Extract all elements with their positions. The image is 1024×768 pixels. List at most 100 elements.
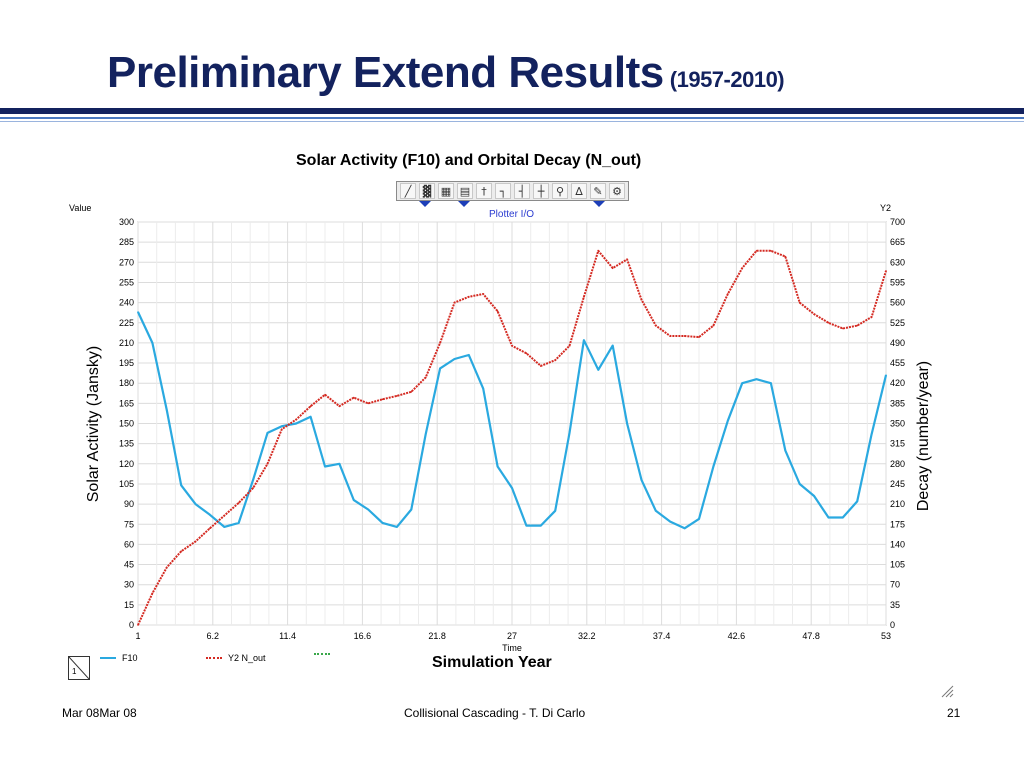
y2-tick-label: 350: [890, 419, 905, 429]
y-tick-label: 60: [124, 539, 134, 549]
data-point-f10: [597, 368, 600, 371]
data-point-f10: [669, 520, 672, 523]
trace-icon[interactable]: ╱: [400, 183, 416, 199]
y-tick-label: 255: [119, 277, 134, 287]
crosshair-icon[interactable]: ┼: [533, 183, 549, 199]
data-point-nout: [813, 313, 815, 315]
y2-tick-label: 525: [890, 318, 905, 328]
data-point-nout: [755, 249, 758, 252]
y-tick-label: 0: [129, 620, 134, 630]
y-tick-label: 225: [119, 318, 134, 328]
y-tick-label: 210: [119, 338, 134, 348]
data-point-nout: [180, 550, 182, 553]
axis-scale-icon[interactable]: ┤: [514, 183, 530, 199]
x-tick-label: 16.6: [354, 631, 372, 641]
data-point-f10: [741, 382, 743, 385]
data-point-f10: [137, 311, 139, 313]
y2-tick-label: 105: [890, 560, 905, 570]
data-point-nout: [726, 293, 729, 295]
chart-caption: Solar Activity (F10) and Orbital Decay (…: [296, 152, 642, 169]
legend-swatch-f10: [100, 657, 116, 659]
y-tick-label: 285: [119, 237, 134, 247]
y2-tick-label: 140: [890, 539, 905, 549]
toolbar-marker-icon: [593, 201, 605, 207]
data-point-f10: [482, 387, 485, 390]
data-point-f10: [381, 522, 384, 524]
data-point-f10: [813, 495, 815, 497]
table-icon[interactable]: ▤: [457, 183, 473, 199]
y-tick-label: 15: [124, 600, 134, 610]
data-point-f10: [827, 516, 830, 519]
data-point-f10: [683, 527, 686, 530]
pen-icon[interactable]: ✎: [590, 183, 606, 199]
autoscale-icon[interactable]: ∆: [571, 183, 587, 199]
slide-title-years: (1957-2010): [669, 67, 785, 92]
data-point-nout: [798, 301, 801, 304]
data-point-f10: [338, 463, 341, 465]
data-point-f10: [324, 465, 326, 468]
data-point-nout: [482, 293, 485, 295]
data-point-f10: [223, 526, 226, 528]
data-point-nout: [770, 249, 772, 252]
y2-tick-label: 700: [890, 217, 905, 227]
resize-grip-icon[interactable]: [940, 684, 954, 698]
data-point-nout: [496, 310, 499, 313]
data-point-nout: [439, 342, 441, 344]
slide-title: Preliminary Extend Results (1957-2010): [107, 48, 785, 98]
data-point-f10: [655, 510, 657, 512]
legend-item-f10: F10: [100, 653, 138, 663]
data-point-nout: [842, 327, 844, 330]
legend-item-nout: Y2 N_out: [206, 653, 266, 663]
footer-center: Collisional Cascading - T. Di Carlo: [404, 706, 586, 720]
data-point-nout: [165, 566, 168, 569]
data-point-nout: [352, 396, 355, 399]
data-point-f10: [396, 526, 398, 528]
data-point-f10: [295, 422, 298, 425]
x-tick-label: 42.6: [728, 631, 746, 641]
data-point-f10: [755, 378, 758, 380]
legend-swatch-empty: [314, 653, 330, 655]
y-tick-label: 120: [119, 459, 134, 469]
y-tick-label: 45: [124, 560, 134, 570]
data-point-nout: [669, 335, 672, 337]
y2-tick-label: 630: [890, 257, 905, 267]
y2-header: Y2: [880, 203, 892, 213]
pin-icon[interactable]: †: [476, 183, 492, 199]
data-point-f10: [496, 465, 499, 468]
data-point-f10: [626, 422, 628, 425]
y2-tick-label: 245: [890, 479, 905, 489]
y-tick-label: 75: [124, 519, 134, 529]
footer-date: Mar 08Mar 08: [62, 706, 137, 720]
y2-tick-label: 385: [890, 398, 905, 408]
data-point-nout: [640, 298, 643, 301]
data-point-nout: [784, 255, 787, 258]
data-point-nout: [626, 258, 628, 261]
data-point-f10: [453, 358, 456, 360]
properties-icon[interactable]: ⚙: [609, 183, 625, 199]
y2-tick-label: 490: [890, 338, 905, 348]
y-tick-label: 300: [119, 217, 134, 227]
y2-tick-label: 665: [890, 237, 905, 247]
data-point-f10: [410, 508, 413, 511]
data-point-nout: [885, 270, 887, 272]
data-point-nout: [266, 463, 269, 465]
zoom-icon[interactable]: ⚲: [552, 183, 568, 199]
data-point-f10: [165, 409, 168, 411]
data-point-f10: [583, 339, 585, 342]
data-point-nout: [367, 402, 369, 405]
x-tick-label: 32.2: [578, 631, 596, 641]
data-point-f10: [352, 499, 355, 501]
grid-icon[interactable]: ▦: [438, 183, 454, 199]
data-point-nout: [410, 391, 413, 393]
data-point-f10: [194, 503, 197, 505]
axis-icon[interactable]: ┐: [495, 183, 511, 199]
y1-header: Value: [69, 203, 92, 213]
chart-type-icon[interactable]: ▓: [419, 183, 435, 199]
y2-tick-label: 35: [890, 600, 900, 610]
data-point-f10: [367, 508, 369, 511]
data-point-f10: [870, 433, 873, 436]
y-tick-label: 180: [119, 378, 134, 388]
data-point-f10: [770, 382, 772, 385]
y-tick-label: 90: [124, 499, 134, 509]
